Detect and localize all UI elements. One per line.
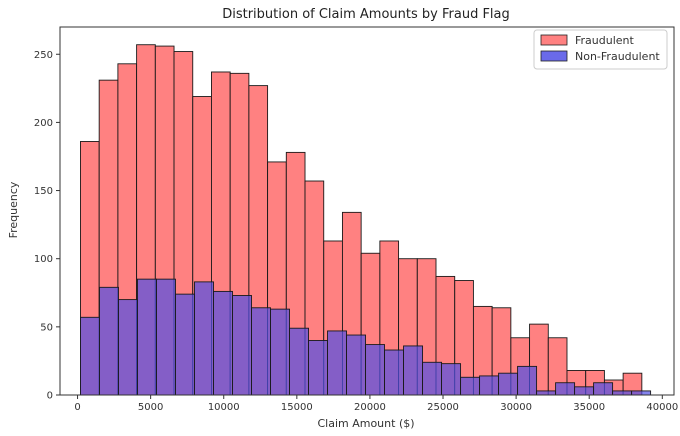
non-fraudulent-bar [137, 278, 157, 396]
non-fraudulent-bar [422, 361, 443, 396]
x-tick-label: 5000 [138, 402, 163, 413]
legend-swatch-non-fraudulent [540, 50, 568, 62]
x-axis-ticks: 0 5000 10000 15000 20000 25000 30000 35000 40000 [74, 395, 678, 413]
non-fraudulent-bar [346, 334, 366, 396]
non-fraudulent-bar [631, 390, 652, 396]
legend-label-non-fraudulent: Non-Fraudulent [575, 50, 660, 63]
y-tick-label: 0 [47, 391, 53, 402]
non-fraudulent-bar [517, 365, 538, 396]
non-fraudulent-bar [574, 386, 595, 396]
non-fraudulent-bar [403, 345, 424, 396]
non-fraudulent-bar [118, 299, 138, 396]
y-axis-ticks: 0 50 100 150 200 250 [34, 50, 60, 402]
y-axis-label: Frequency [7, 181, 20, 238]
y-tick-label: 100 [34, 254, 53, 265]
chart-title: Distribution of Claim Amounts by Fraud F… [222, 7, 510, 22]
y-tick-label: 50 [40, 322, 53, 333]
non-fraudulent-bar [251, 307, 271, 396]
x-tick-label: 10000 [208, 402, 240, 413]
x-tick-label: 40000 [646, 402, 678, 413]
non-fraudulent-bar [194, 281, 214, 396]
x-axis-label: Claim Amount ($) [317, 417, 414, 430]
x-tick-label: 20000 [354, 402, 386, 413]
x-tick-label: 0 [74, 402, 80, 413]
non-fraudulent-bar [460, 376, 481, 396]
non-fraudulent-bar [365, 344, 385, 396]
x-tick-label: 25000 [427, 402, 459, 413]
x-tick-label: 30000 [500, 402, 532, 413]
non-fraudulent-bar [175, 293, 195, 396]
non-fraudulent-bar [270, 308, 290, 396]
non-fraudulent-bar [289, 327, 309, 396]
non-fraudulent-bar [213, 290, 233, 396]
non-fraudulent-bar [80, 316, 100, 396]
non-fraudulent-bar [232, 295, 252, 396]
non-fraudulent-bar [308, 340, 328, 396]
y-tick-label: 250 [34, 50, 53, 61]
non-fraudulent-bar [479, 375, 500, 396]
plot-frame [59, 26, 675, 396]
y-tick-label: 200 [34, 118, 53, 129]
non-fraudulent-bar [536, 390, 557, 396]
legend-swatch-fraudulent [540, 34, 568, 46]
non-fraudulent-bar [327, 330, 347, 396]
non-fraudulent-bar [156, 278, 176, 396]
x-tick-label: 15000 [281, 402, 313, 413]
non-fraudulent-bar [555, 382, 576, 396]
x-tick-label: 35000 [573, 402, 605, 413]
legend-label-fraudulent: Fraudulent [575, 34, 635, 47]
non-fraudulent-bar [99, 286, 119, 396]
non-fraudulent-bar [441, 363, 462, 396]
non-fraudulent-bar [593, 382, 614, 396]
y-tick-label: 150 [34, 186, 53, 197]
legend: Fraudulent Non-Fraudulent [533, 29, 668, 70]
non-fraudulent-bar [612, 390, 633, 396]
non-fraudulent-bar [498, 372, 519, 396]
non-fraudulent-bar [384, 349, 404, 396]
